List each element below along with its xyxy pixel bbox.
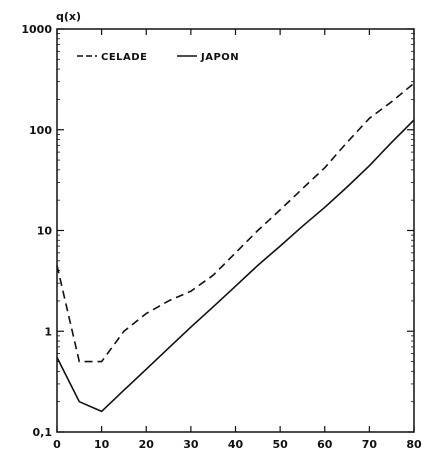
series-line-celade (56, 82, 415, 363)
x-tick-label: 0 (53, 438, 61, 451)
x-tick-label: 10 (94, 438, 110, 451)
x-tick-label: 20 (139, 438, 155, 451)
legend-label-japon: JAPON (200, 52, 239, 63)
legend: CELADE JAPON (77, 52, 239, 63)
legend-label-celade: CELADE (101, 52, 147, 63)
x-tick-label: 40 (228, 438, 244, 451)
y-axis-label: q(x) (56, 10, 81, 23)
y-tick-label: 0,1 (33, 426, 53, 439)
axis-ticks: 0 10 20 30 40 50 60 70 80 1000 100 10 1 0,1 (21, 23, 422, 451)
series-line-japon (56, 119, 415, 413)
x-tick-label: 30 (183, 438, 199, 451)
plot-frame (56, 28, 415, 433)
x-tick-label: 70 (362, 438, 378, 451)
y-tick-label: 1000 (21, 23, 52, 36)
y-tick-label: 10 (37, 225, 53, 238)
y-tick-label: 1 (44, 325, 52, 338)
series-layer (56, 82, 415, 413)
x-tick-label: 60 (317, 438, 333, 451)
x-tick-label: 80 (406, 438, 422, 451)
x-tick-label: 50 (272, 438, 288, 451)
y-tick-label: 100 (29, 124, 52, 137)
